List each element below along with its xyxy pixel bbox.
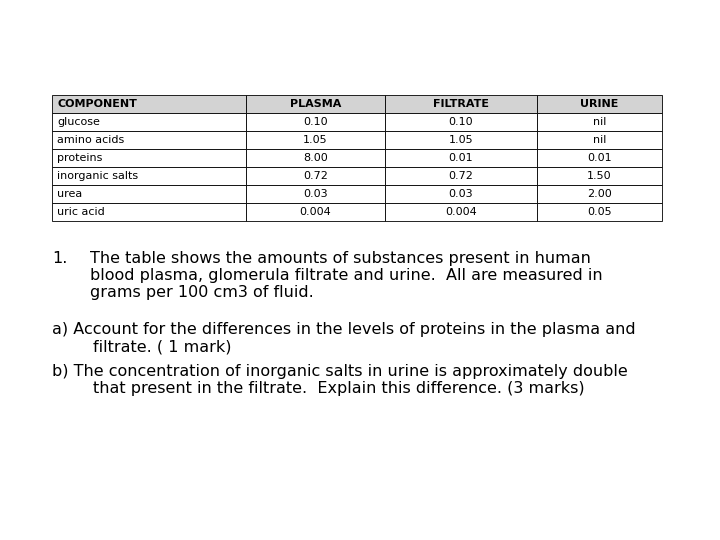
Text: 0.10: 0.10	[303, 117, 328, 127]
Text: nil: nil	[593, 117, 606, 127]
Bar	[246, 203, 384, 221]
Bar	[246, 149, 384, 167]
Bar	[384, 131, 537, 149]
Bar	[384, 149, 537, 167]
Text: that present in the filtrate.  Explain this difference. (3 marks): that present in the filtrate. Explain th…	[52, 381, 585, 396]
Bar	[384, 167, 537, 185]
Bar	[52, 131, 246, 149]
Bar	[246, 131, 384, 149]
Text: 1.: 1.	[52, 251, 68, 266]
Bar	[537, 131, 662, 149]
Text: proteins: proteins	[57, 153, 102, 163]
Text: glucose: glucose	[57, 117, 100, 127]
Text: 0.01: 0.01	[449, 153, 473, 163]
Text: URINE: URINE	[580, 99, 618, 109]
Text: 2.00: 2.00	[588, 189, 612, 199]
Bar	[52, 113, 246, 131]
Text: 1.05: 1.05	[303, 135, 328, 145]
Text: 0.01: 0.01	[588, 153, 612, 163]
Text: nil: nil	[593, 135, 606, 145]
Text: a) Account for the differences in the levels of proteins in the plasma and: a) Account for the differences in the le…	[52, 322, 636, 337]
Bar	[537, 149, 662, 167]
Bar	[52, 95, 246, 113]
Text: 1.05: 1.05	[449, 135, 473, 145]
Bar	[384, 113, 537, 131]
Text: 0.03: 0.03	[449, 189, 473, 199]
Text: 0.004: 0.004	[445, 207, 477, 217]
Text: urea: urea	[57, 189, 82, 199]
Bar	[246, 167, 384, 185]
Text: FILTRATE: FILTRATE	[433, 99, 489, 109]
Text: PLASMA: PLASMA	[289, 99, 341, 109]
Text: COMPONENT: COMPONENT	[57, 99, 137, 109]
Bar	[537, 95, 662, 113]
Bar	[246, 185, 384, 203]
Bar	[52, 203, 246, 221]
Bar	[52, 167, 246, 185]
Text: 0.05: 0.05	[588, 207, 612, 217]
Text: b) The concentration of inorganic salts in urine is approximately double: b) The concentration of inorganic salts …	[52, 364, 628, 379]
Bar	[384, 95, 537, 113]
Bar	[384, 185, 537, 203]
Bar	[537, 185, 662, 203]
Text: 0.004: 0.004	[300, 207, 331, 217]
Bar	[537, 167, 662, 185]
Bar	[246, 95, 384, 113]
Bar	[246, 113, 384, 131]
Text: The table shows the amounts of substances present in human: The table shows the amounts of substance…	[90, 251, 591, 266]
Bar	[52, 185, 246, 203]
Text: uric acid: uric acid	[57, 207, 104, 217]
Text: 0.72: 0.72	[449, 171, 474, 181]
Bar	[537, 113, 662, 131]
Text: 0.72: 0.72	[303, 171, 328, 181]
Text: 1.50: 1.50	[588, 171, 612, 181]
Text: 0.10: 0.10	[449, 117, 473, 127]
Text: 0.03: 0.03	[303, 189, 328, 199]
Bar	[52, 149, 246, 167]
Text: filtrate. ( 1 mark): filtrate. ( 1 mark)	[52, 339, 232, 354]
Text: 8.00: 8.00	[303, 153, 328, 163]
Bar	[537, 203, 662, 221]
Bar	[384, 203, 537, 221]
Text: inorganic salts: inorganic salts	[57, 171, 138, 181]
Text: blood plasma, glomerula filtrate and urine.  All are measured in: blood plasma, glomerula filtrate and uri…	[90, 268, 603, 283]
Text: grams per 100 cm3 of fluid.: grams per 100 cm3 of fluid.	[90, 285, 314, 300]
Text: amino acids: amino acids	[57, 135, 125, 145]
